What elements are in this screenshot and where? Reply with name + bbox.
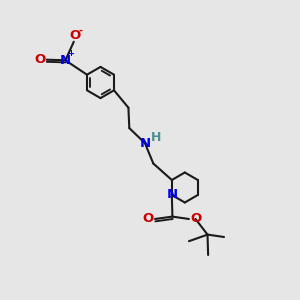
Text: +: + [67,49,74,58]
Text: N: N [60,54,71,67]
Text: -: - [78,25,82,35]
Text: N: N [166,188,177,202]
Text: O: O [35,52,46,66]
Text: O: O [69,29,81,42]
Text: N: N [139,136,151,150]
Text: H: H [151,131,161,144]
Text: O: O [190,212,201,226]
Text: O: O [143,212,154,226]
